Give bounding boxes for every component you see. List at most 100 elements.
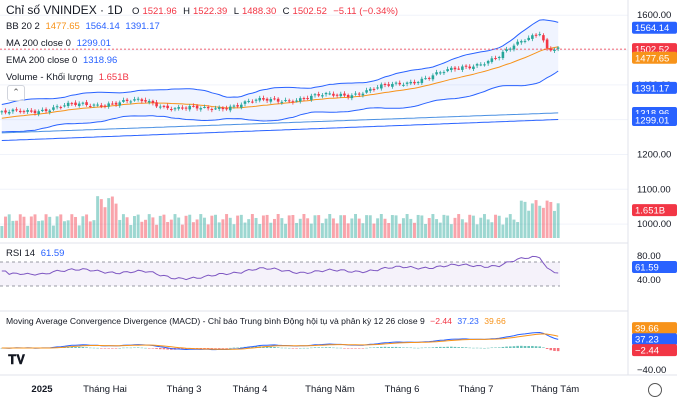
volume-bar [85,214,89,238]
volume-bar [287,215,291,238]
grid [0,14,628,225]
volume-bar [512,219,516,238]
macd-histogram-bar [424,347,427,349]
volume-bar [442,214,446,238]
macd-histogram-bar [228,347,232,349]
candle-body [228,106,232,111]
legend-rsi[interactable]: RSI 14 61.59 [6,248,67,259]
macd-histogram-bar [494,347,497,348]
candle-body [240,104,243,108]
macd-histogram-bar [339,347,343,349]
candle-body [394,82,398,84]
macd-histogram-bar [144,347,147,349]
price-badge [632,204,677,217]
macd-histogram-bar [464,347,468,348]
legend-volume[interactable]: Volume - Khối lượng 1.651B [6,72,132,83]
rsi-tick-label: 40.00 [637,275,661,286]
volume-bar [243,222,247,238]
macd-histogram-bar [96,347,99,349]
symbol-title[interactable]: Chỉ số VNINDEX · 1D [6,3,123,17]
macd-histogram-bar [402,347,405,348]
candle-body [199,108,203,110]
macd-signal-value: 39.66 [484,316,506,326]
ema-value: 1318.96 [82,55,118,66]
volume-bar [508,214,512,238]
volume-bar [280,218,284,238]
candle-body [409,81,413,84]
volume-bar [269,222,273,238]
macd-signal-line [1,333,559,350]
volume-bar [180,224,184,238]
volume-bar [416,214,420,238]
macd-histogram-bar [118,347,122,349]
macd-line [1,331,559,351]
volume-bar [151,217,155,238]
macd-histogram-bar [284,347,287,349]
ema-label: EMA 200 close 0 [6,55,78,66]
macd-histogram-bar [313,347,317,348]
macd-histogram-bar [516,345,519,348]
candle-body [122,100,125,102]
price-badge [632,21,677,34]
volume-bar [295,222,299,238]
legend-ema[interactable]: EMA 200 close 0 1318.96 [6,55,120,66]
settings-gear-icon[interactable] [648,383,662,397]
volume-bar [121,214,125,238]
legend-bb[interactable]: BB 20 2 1477.65 1564.14 1391.17 [6,21,163,32]
volume-bar [291,215,295,238]
volume-bar [490,222,494,238]
bollinger-band-fill [1,19,559,132]
volume-bar [372,223,376,238]
legend-ma[interactable]: MA 200 close 0 1299.01 [6,38,114,49]
collapse-legend-button[interactable]: ⌃ [7,85,25,101]
volume-bar [505,217,509,238]
volume-bar [383,218,387,238]
candle-body [365,90,368,93]
change-value: −5.11 (−0.34%) [333,6,399,17]
candle-body [181,107,184,109]
volume-bar [553,210,556,238]
candle-body [0,111,4,113]
macd-histogram-bar [155,348,158,349]
volume-bar [140,221,144,238]
candle-body [4,110,7,113]
macd-histogram-bar [527,346,530,348]
candle-body [343,93,346,96]
macd-histogram-bar [486,347,490,349]
macd-histogram-bar [324,347,328,348]
candle-body [11,109,15,112]
volume-bar [158,215,162,238]
macd-histogram-bar [350,348,354,349]
legend-macd[interactable]: Moving Average Convergence Divergence (M… [6,316,509,326]
candle-body [273,98,276,100]
volume-bar [475,224,479,238]
candlesticks[interactable] [0,31,560,117]
tradingview-logo-icon[interactable]: 𝐓𝐕 [8,352,25,367]
macd-histogram-bar [287,347,291,349]
candle-body [166,105,169,109]
candle-body [357,93,361,95]
volume-bar [217,222,221,238]
volume-bar [265,214,269,238]
macd-histogram-bar [431,347,435,348]
candle-body [88,106,92,108]
candle-body [247,100,250,102]
rsi-band [0,262,560,286]
candle-body [18,110,22,113]
macd-histogram-bar [88,347,92,349]
macd-histogram-bar [111,348,114,349]
volume-bar [379,214,383,238]
volume-bar [457,214,461,238]
candle-body [92,104,96,106]
macd-label: Moving Average Convergence Divergence (M… [6,316,425,326]
candle-body [446,69,449,72]
macd-histogram-bar [394,346,398,348]
candle-body [346,94,350,98]
macd-histogram-bar [380,346,383,348]
volume-bar [206,224,210,238]
macd-histogram-bar [133,347,136,349]
volume-bar [346,223,350,238]
candle-body [302,98,306,100]
price-badge-label: 1502.52 [635,45,669,56]
